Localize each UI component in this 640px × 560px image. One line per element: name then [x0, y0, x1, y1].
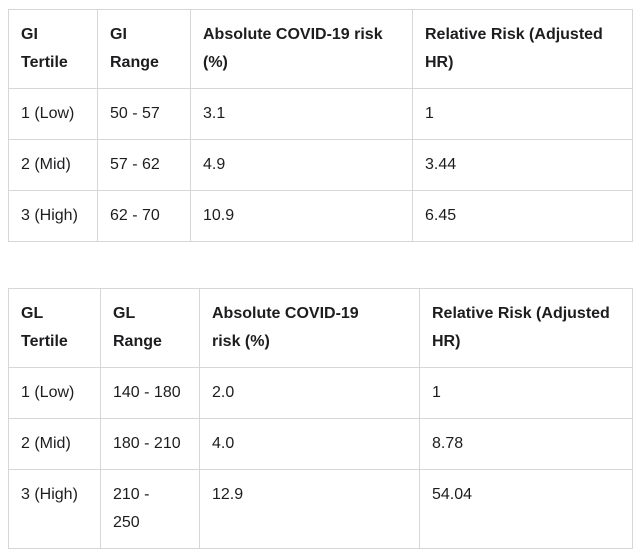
gi-cell-relative-risk: 6.45 — [412, 190, 633, 242]
gl-cell-relative-risk: 1 — [419, 367, 633, 419]
gi-cell-range: 62 - 70 — [97, 190, 191, 242]
gi-header-range: GI Range — [97, 9, 191, 89]
gl-cell-relative-risk: 54.04 — [419, 469, 633, 549]
gi-cell-tertile: 2 (Mid) — [8, 139, 98, 191]
gl-header-range: GL Range — [100, 288, 200, 368]
gl-cell-absolute-risk: 2.0 — [199, 367, 420, 419]
gl-header-relative-risk: Relative Risk (Adjusted HR) — [419, 288, 633, 368]
gi-cell-tertile: 1 (Low) — [8, 88, 98, 140]
gl-cell-range: 210 - 250 — [100, 469, 200, 549]
table-row: 3 (High) 62 - 70 10.9 6.45 — [8, 190, 633, 242]
gi-table-header-row: GI Tertile GI Range Absolute COVID-19 ri… — [8, 9, 633, 89]
gl-header-tertile: GL Tertile — [8, 288, 101, 368]
gi-tertile-table: GI Tertile GI Range Absolute COVID-19 ri… — [8, 9, 633, 242]
gi-cell-absolute-risk: 4.9 — [190, 139, 413, 191]
gl-header-absolute-risk: Absolute COVID-19 risk (%) — [199, 288, 420, 368]
gl-cell-tertile: 1 (Low) — [8, 367, 101, 419]
gl-cell-tertile: 3 (High) — [8, 469, 101, 549]
gi-cell-tertile: 3 (High) — [8, 190, 98, 242]
gi-cell-range: 57 - 62 — [97, 139, 191, 191]
gl-table-header-row: GL Tertile GL Range Absolute COVID-19 ri… — [8, 288, 633, 368]
gi-cell-relative-risk: 1 — [412, 88, 633, 140]
gi-cell-absolute-risk: 3.1 — [190, 88, 413, 140]
gl-cell-range: 180 - 210 — [100, 418, 200, 470]
table-row: 3 (High) 210 - 250 12.9 54.04 — [8, 469, 633, 549]
table-row: 1 (Low) 50 - 57 3.1 1 — [8, 88, 633, 140]
gi-header-relative-risk: Relative Risk (Adjusted HR) — [412, 9, 633, 89]
gi-cell-range: 50 - 57 — [97, 88, 191, 140]
gl-cell-absolute-risk: 4.0 — [199, 418, 420, 470]
table-row: 2 (Mid) 180 - 210 4.0 8.78 — [8, 418, 633, 470]
gi-cell-absolute-risk: 10.9 — [190, 190, 413, 242]
gi-header-absolute-risk: Absolute COVID-19 risk (%) — [190, 9, 413, 89]
gl-cell-tertile: 2 (Mid) — [8, 418, 101, 470]
gl-tertile-table: GL Tertile GL Range Absolute COVID-19 ri… — [8, 288, 633, 549]
gl-cell-range: 140 - 180 — [100, 367, 200, 419]
gi-cell-relative-risk: 3.44 — [412, 139, 633, 191]
table-row: 2 (Mid) 57 - 62 4.9 3.44 — [8, 139, 633, 191]
gl-cell-absolute-risk: 12.9 — [199, 469, 420, 549]
gi-header-tertile: GI Tertile — [8, 9, 98, 89]
gl-cell-relative-risk: 8.78 — [419, 418, 633, 470]
table-row: 1 (Low) 140 - 180 2.0 1 — [8, 367, 633, 419]
